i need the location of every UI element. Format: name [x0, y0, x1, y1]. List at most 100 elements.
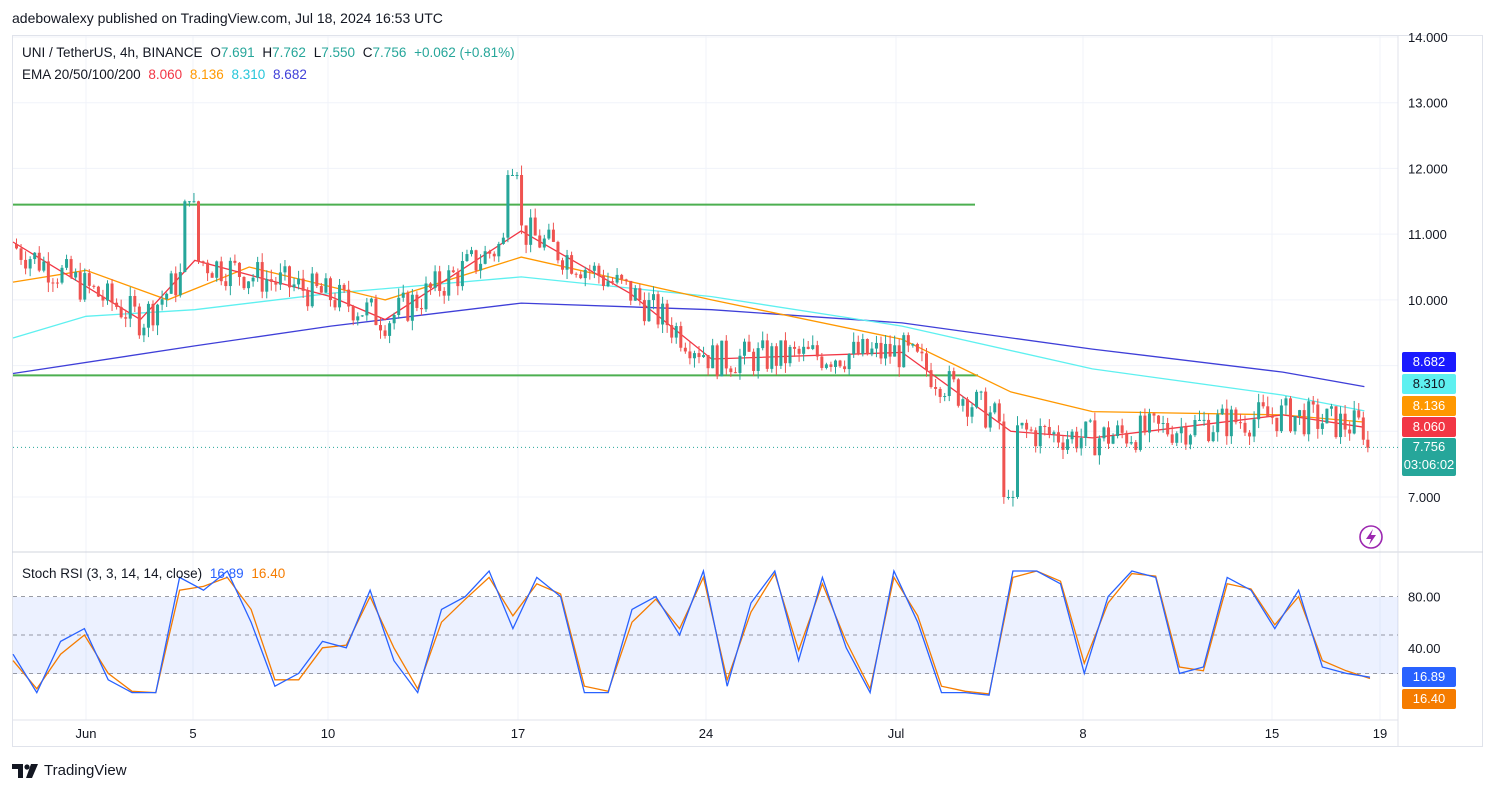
price-tick-label: 14.000 — [1408, 30, 1448, 45]
change-value: +0.062 (+0.81%) — [414, 45, 515, 60]
candle-body — [824, 364, 828, 368]
candle-body — [533, 217, 537, 236]
low-label: L — [313, 45, 322, 60]
candle-body — [1047, 426, 1051, 435]
lightning-icon[interactable] — [1359, 525, 1383, 549]
candle-body — [1202, 419, 1206, 421]
close-value: 7.756 — [372, 45, 407, 60]
candle-body — [592, 265, 596, 271]
candle-body — [952, 371, 956, 380]
ema20-tag: 8.060 — [1402, 417, 1456, 437]
ema20-value: 8.060 — [148, 67, 183, 82]
candle-body — [1284, 398, 1288, 406]
candle-body — [897, 345, 901, 368]
candle-body — [442, 290, 446, 296]
candle-body — [906, 335, 910, 346]
candle-body — [474, 250, 478, 271]
candle-body — [1307, 401, 1311, 435]
candle-body — [438, 271, 442, 291]
symbol-label[interactable]: UNI / TetherUS, 4h, BINANCE — [22, 45, 203, 60]
last-price-tag: 7.756 03:06:02 — [1402, 438, 1456, 476]
tradingview-logo[interactable]: TradingView — [12, 762, 127, 779]
price-tick-label: 7.000 — [1408, 490, 1441, 505]
candle-body — [106, 283, 109, 301]
candle-body — [1157, 415, 1161, 424]
candle-body — [374, 298, 378, 326]
candle-body — [497, 243, 501, 257]
candle-body — [506, 175, 510, 238]
candle-body — [278, 272, 282, 285]
candle-body — [1166, 423, 1170, 435]
candle-body — [219, 261, 223, 282]
candle-body — [697, 353, 701, 358]
candle-body — [510, 175, 514, 176]
candle-body — [975, 391, 979, 408]
candle-body — [315, 273, 319, 287]
stoch-k-line — [12, 568, 1371, 696]
candle-body — [711, 345, 715, 369]
candle-body — [297, 278, 301, 285]
candle-body — [1170, 434, 1174, 443]
ema-legend: EMA 20/50/100/200 8.060 8.136 8.310 8.68… — [22, 67, 311, 82]
candle-body — [419, 307, 423, 310]
candle-body — [1093, 420, 1097, 456]
high-value: 7.762 — [272, 45, 306, 60]
candle-body — [638, 288, 642, 301]
candle-body — [515, 175, 519, 176]
candle-body — [1289, 398, 1292, 432]
candle-body — [488, 251, 492, 254]
candle-body — [688, 351, 692, 359]
candle-body — [806, 346, 810, 349]
candle-body — [1138, 415, 1142, 450]
ema-label[interactable]: EMA 20/50/100/200 — [22, 67, 141, 82]
stoch-d-tag: 16.40 — [1402, 689, 1456, 709]
candle-body — [265, 279, 269, 292]
candle-body — [1275, 417, 1279, 432]
candle-body — [1334, 406, 1338, 438]
candle-body — [1188, 435, 1192, 445]
last-price-value: 7.756 — [1412, 439, 1446, 454]
candle-body — [847, 353, 851, 370]
stoch-rsi-label[interactable]: Stoch RSI (3, 3, 14, 14, close) — [22, 566, 203, 581]
candle-body — [761, 340, 765, 349]
candle-body — [201, 261, 205, 263]
candle-body — [551, 229, 555, 242]
candle-body — [879, 342, 883, 359]
candle-body — [237, 262, 241, 277]
candle-body — [1248, 432, 1252, 437]
candle-body — [1034, 430, 1038, 447]
candle-body — [947, 371, 951, 397]
candle-body — [479, 263, 483, 271]
candle-body — [870, 348, 874, 355]
candle-body — [369, 298, 373, 303]
close-label: C — [362, 45, 373, 60]
candle-body — [1147, 413, 1151, 433]
support-resistance-lines[interactable] — [13, 203, 978, 377]
candle-body — [601, 275, 605, 287]
grid — [13, 36, 1398, 720]
candle-body — [424, 283, 428, 310]
candle-body — [1061, 442, 1065, 450]
candle-body — [956, 379, 960, 406]
candle-body — [1111, 435, 1115, 444]
rsi-axis-ticks: 80.00 40.00 — [1408, 590, 1441, 656]
candle-body — [96, 286, 100, 297]
candle-body — [856, 341, 860, 354]
candle-body — [920, 351, 924, 354]
candle-body — [1329, 406, 1333, 409]
candle-body — [756, 348, 760, 371]
candle-body — [1029, 429, 1033, 431]
candle-body — [60, 267, 64, 283]
time-tick-label: 10 — [321, 726, 335, 741]
candle-body — [224, 281, 228, 287]
candle-body — [1266, 406, 1270, 417]
candle-body — [538, 235, 542, 248]
ema50-tag: 8.136 — [1402, 396, 1456, 416]
stoch-rsi-legend: Stoch RSI (3, 3, 14, 14, close) 16.89 16… — [22, 566, 289, 581]
candle-body — [774, 346, 778, 366]
candle-body — [429, 283, 433, 288]
candle-body — [151, 303, 155, 326]
candle-body — [938, 388, 942, 397]
candle-body — [788, 346, 792, 364]
